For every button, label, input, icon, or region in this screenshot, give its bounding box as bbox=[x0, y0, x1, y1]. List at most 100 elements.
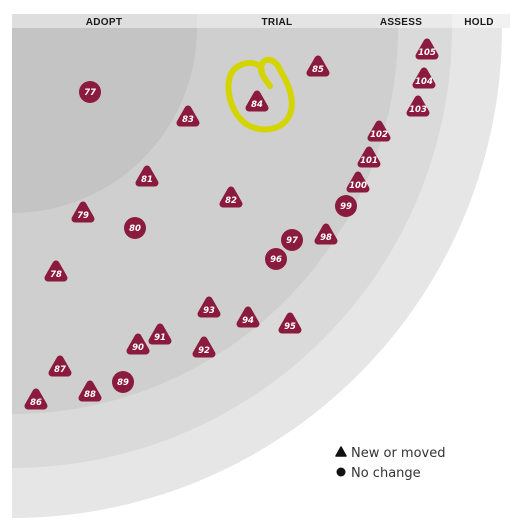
legend-circle-icon bbox=[336, 467, 346, 477]
blip-triangle-icon bbox=[148, 323, 172, 345]
blip-triangle-icon bbox=[346, 171, 370, 193]
blip-triangle-icon bbox=[412, 67, 436, 89]
blip-triangle-icon bbox=[192, 336, 216, 358]
blip-89[interactable]: 89 bbox=[112, 371, 134, 393]
blip-triangle-icon bbox=[306, 55, 330, 77]
blip-number: 87 bbox=[54, 365, 66, 375]
blip-79[interactable]: 79 bbox=[71, 201, 95, 223]
blip-triangle-icon bbox=[314, 223, 338, 245]
blip-triangle-icon bbox=[406, 95, 430, 117]
blip-triangle-icon bbox=[278, 312, 302, 334]
blip-triangle-icon bbox=[48, 355, 72, 377]
ring-label-assess: ASSESS bbox=[380, 17, 422, 28]
blip-number: 79 bbox=[77, 211, 89, 221]
blip-triangle-icon bbox=[367, 120, 391, 142]
header-band-adopt bbox=[12, 14, 197, 28]
blip-78[interactable]: 78 bbox=[44, 260, 68, 282]
ring-label-trial: TRIAL bbox=[262, 17, 293, 28]
blip-100[interactable]: 100 bbox=[346, 171, 370, 193]
blip-number: 77 bbox=[84, 88, 96, 98]
blip-number: 103 bbox=[409, 105, 427, 115]
blip-number: 99 bbox=[340, 202, 352, 212]
blip-96[interactable]: 96 bbox=[265, 248, 287, 270]
ring-adopt bbox=[12, 28, 197, 213]
blip-92[interactable]: 92 bbox=[192, 336, 216, 358]
blip-circle-icon bbox=[112, 371, 134, 393]
blip-104[interactable]: 104 bbox=[412, 67, 436, 89]
blip-90[interactable]: 90 bbox=[126, 333, 150, 355]
blip-triangle-icon bbox=[44, 260, 68, 282]
blip-triangle-icon bbox=[197, 296, 221, 318]
blip-circle-icon bbox=[281, 229, 303, 251]
blip-number: 95 bbox=[284, 322, 296, 332]
blip-105[interactable]: 105 bbox=[415, 38, 439, 60]
blip-number: 100 bbox=[349, 181, 367, 191]
blip-triangle-icon bbox=[24, 388, 48, 410]
blip-81[interactable]: 81 bbox=[135, 165, 159, 187]
header-band-assess bbox=[398, 14, 452, 28]
blip-number: 81 bbox=[141, 175, 153, 185]
blip-triangle-icon bbox=[415, 38, 439, 60]
blip-number: 90 bbox=[132, 343, 144, 353]
blip-number: 97 bbox=[286, 236, 298, 246]
blip-circle-icon bbox=[124, 217, 146, 239]
blip-83[interactable]: 83 bbox=[176, 105, 200, 127]
blip-number: 89 bbox=[117, 378, 129, 388]
legend-no-change: No change bbox=[351, 466, 421, 481]
blip-98[interactable]: 98 bbox=[314, 223, 338, 245]
blip-77[interactable]: 77 bbox=[79, 81, 101, 103]
blip-triangle-icon bbox=[135, 165, 159, 187]
ring-label-hold: HOLD bbox=[464, 17, 494, 28]
ring-header: ADOPT TRIAL ASSESS HOLD bbox=[12, 14, 510, 28]
blip-95[interactable]: 95 bbox=[278, 312, 302, 334]
blip-triangle-icon bbox=[126, 333, 150, 355]
blip-number: 92 bbox=[198, 346, 210, 356]
legend-new-or-moved: New or moved bbox=[351, 446, 445, 461]
blip-number: 94 bbox=[242, 316, 254, 326]
blip-number: 83 bbox=[182, 115, 194, 125]
blip-85[interactable]: 85 bbox=[306, 55, 330, 77]
blip-87[interactable]: 87 bbox=[48, 355, 72, 377]
blip-86[interactable]: 86 bbox=[24, 388, 48, 410]
blip-80[interactable]: 80 bbox=[124, 217, 146, 239]
blip-circle-icon bbox=[265, 248, 287, 270]
blip-82[interactable]: 82 bbox=[219, 186, 243, 208]
blip-103[interactable]: 103 bbox=[406, 95, 430, 117]
blip-triangle-icon bbox=[78, 380, 102, 402]
blip-number: 86 bbox=[30, 398, 42, 408]
blip-101[interactable]: 101 bbox=[357, 146, 381, 168]
annotation-circle bbox=[225, 56, 295, 133]
blip-triangle-icon bbox=[245, 90, 269, 112]
blip-number: 91 bbox=[154, 333, 166, 343]
blip-triangle-icon bbox=[71, 201, 95, 223]
blip-number: 96 bbox=[270, 255, 282, 265]
blip-number: 80 bbox=[129, 224, 141, 234]
blip-circle-icon bbox=[335, 195, 357, 217]
blip-layer: 77 78 79 80 81 82 83 84 85 86 87 88 89 90 91 92 93 94 95 96… bbox=[24, 38, 439, 410]
radar-rings bbox=[12, 28, 502, 518]
blip-number: 104 bbox=[415, 77, 433, 87]
blip-88[interactable]: 88 bbox=[78, 380, 102, 402]
blip-circle-icon bbox=[79, 81, 101, 103]
blip-number: 102 bbox=[370, 130, 388, 140]
blip-102[interactable]: 102 bbox=[367, 120, 391, 142]
blip-number: 84 bbox=[251, 100, 263, 110]
legend: New or moved No change bbox=[335, 446, 445, 481]
header-band-trial bbox=[197, 14, 398, 28]
blip-94[interactable]: 94 bbox=[236, 306, 260, 328]
blip-97[interactable]: 97 bbox=[281, 229, 303, 251]
blip-91[interactable]: 91 bbox=[148, 323, 172, 345]
ring-label-adopt: ADOPT bbox=[86, 17, 123, 28]
blip-triangle-icon bbox=[219, 186, 243, 208]
blip-84[interactable]: 84 bbox=[245, 90, 269, 112]
blip-99[interactable]: 99 bbox=[335, 195, 357, 217]
blip-number: 98 bbox=[320, 233, 332, 243]
blip-triangle-icon bbox=[236, 306, 260, 328]
blip-93[interactable]: 93 bbox=[197, 296, 221, 318]
blip-number: 82 bbox=[225, 196, 237, 206]
blip-number: 78 bbox=[50, 270, 62, 280]
blip-number: 105 bbox=[418, 48, 436, 58]
blip-number: 88 bbox=[84, 390, 96, 400]
legend-triangle-icon bbox=[335, 446, 347, 457]
